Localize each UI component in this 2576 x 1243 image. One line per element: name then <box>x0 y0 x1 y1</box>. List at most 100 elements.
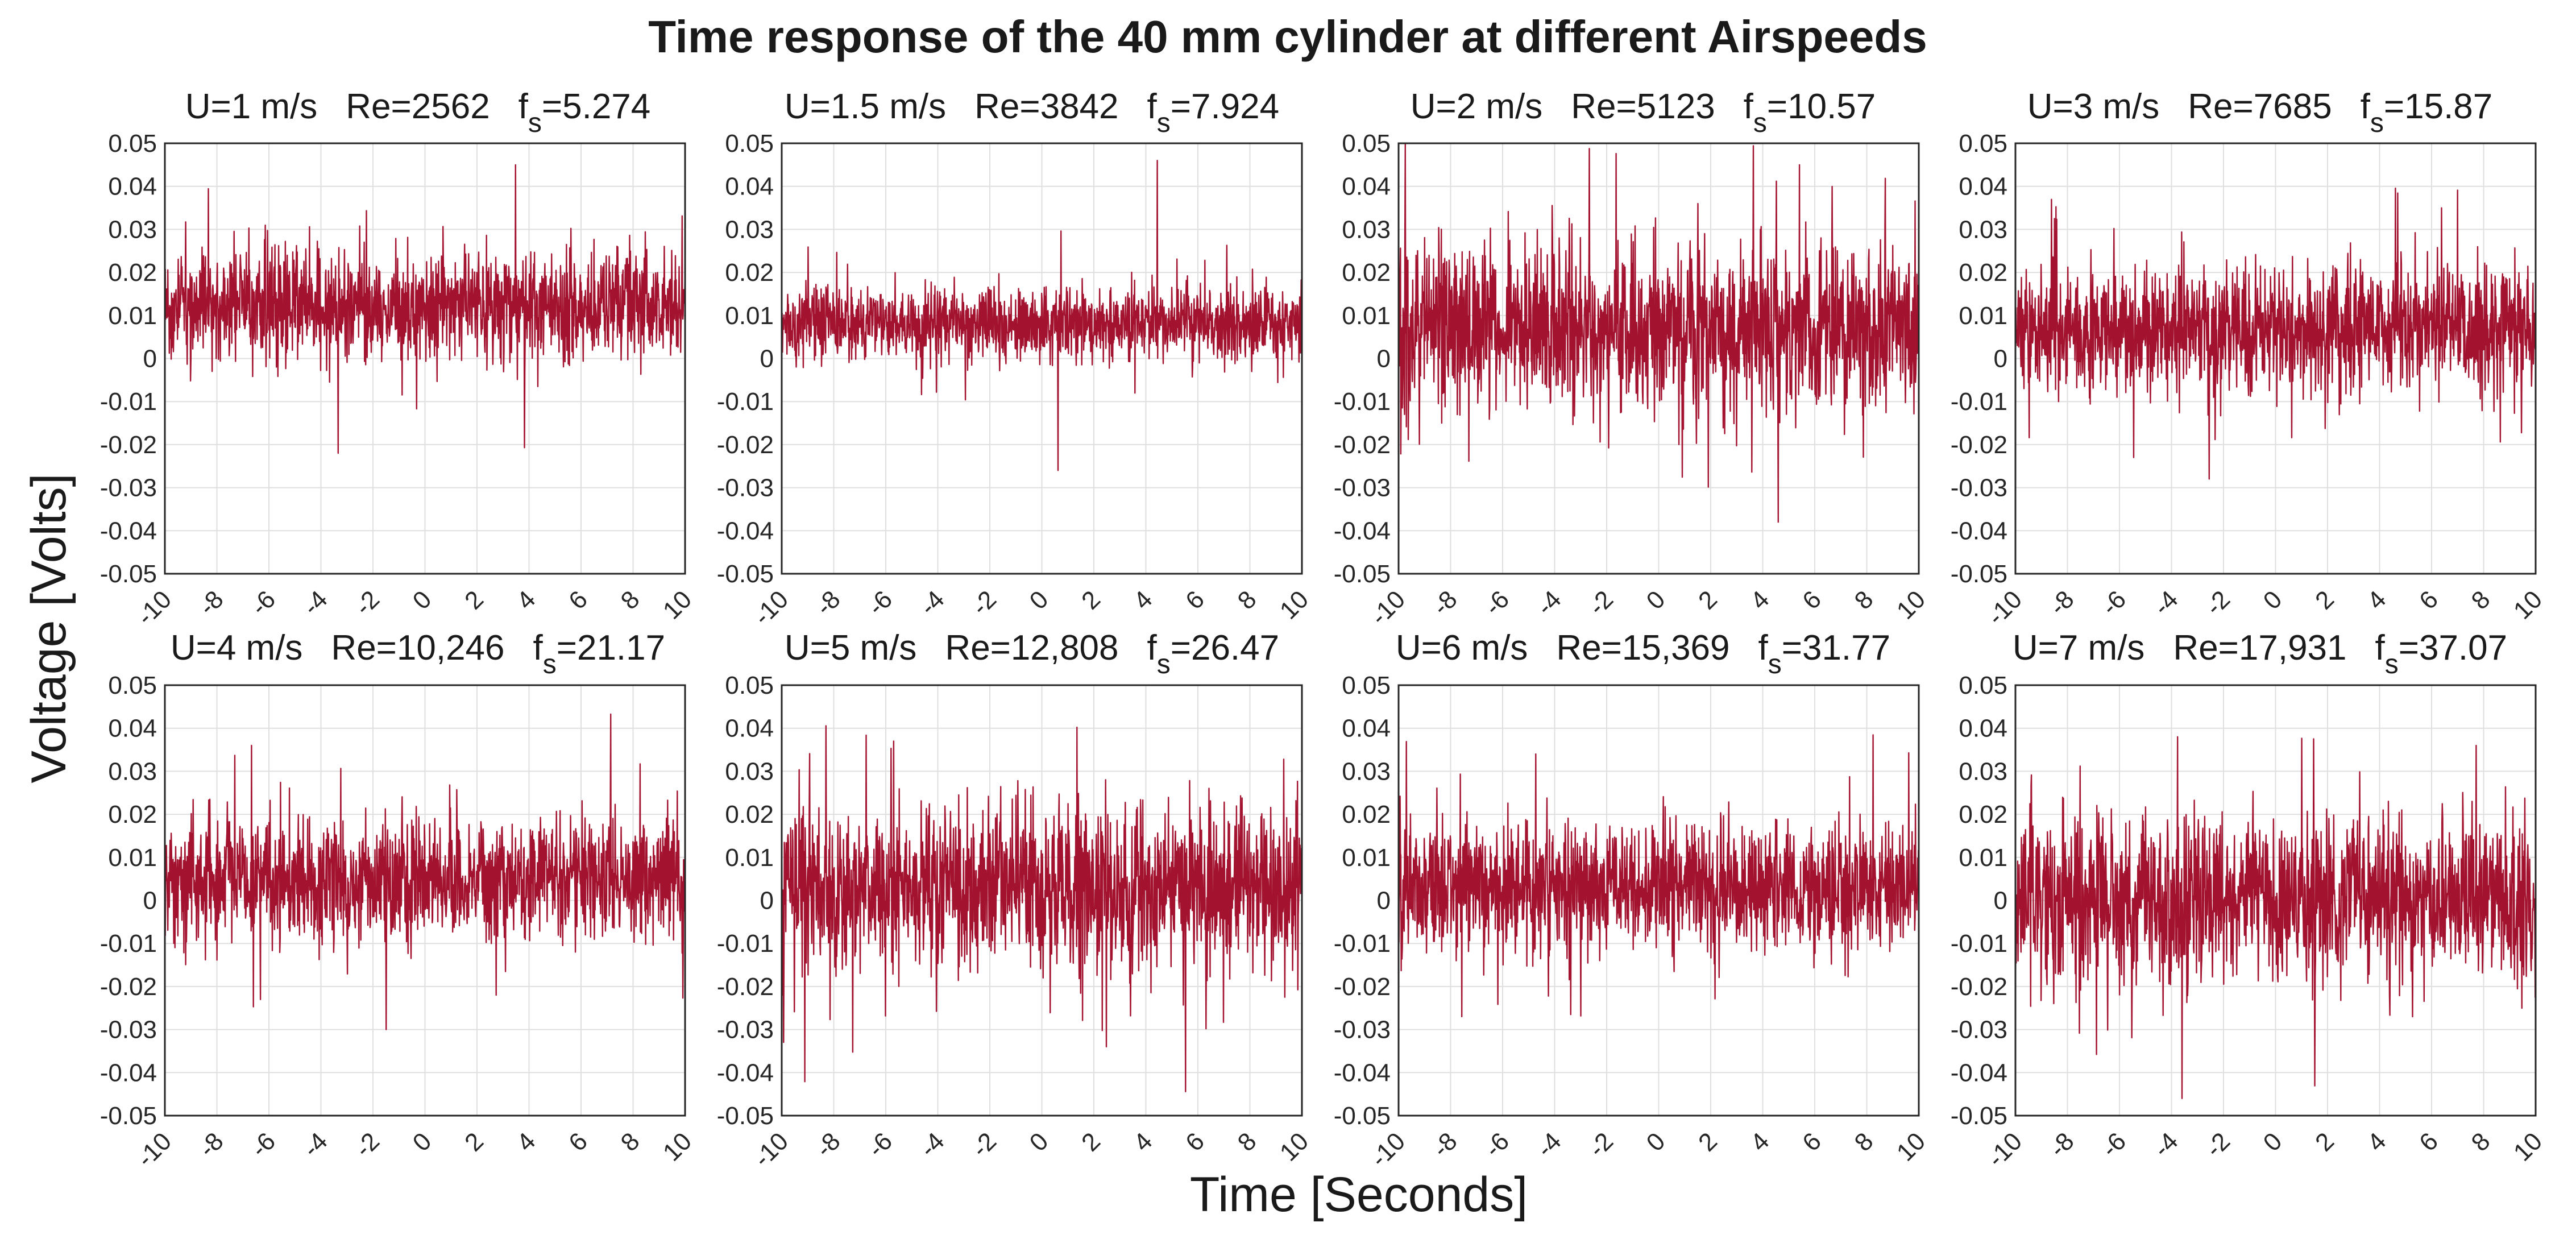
y-tick-label: 0.02 <box>725 259 774 287</box>
x-tick-label: 8 <box>1849 1127 1879 1157</box>
subplot-title: U=3 m/s Re=7685 fs=15.87 <box>2027 87 2493 138</box>
signal-trace <box>1397 142 1920 523</box>
x-tick-label: -4 <box>2148 1127 2183 1162</box>
y-tick-label: -0.03 <box>1334 1016 1391 1044</box>
frequency-subscript: s <box>2385 649 2399 679</box>
y-tick-label: 0.01 <box>1342 844 1391 872</box>
y-tick-label: -0.01 <box>100 388 157 416</box>
x-tick-label: 4 <box>1745 1127 1775 1157</box>
y-tick-label: 0 <box>143 345 157 373</box>
y-tick-label: 0.05 <box>725 672 774 699</box>
y-tick-label: -0.03 <box>100 1016 157 1044</box>
y-tick-label: 0.01 <box>725 844 774 872</box>
y-tick-label: 0.02 <box>725 801 774 828</box>
reynolds-label: Re=7685 <box>2188 87 2332 126</box>
signal-trace <box>164 713 686 1030</box>
airspeed-label: U=6 m/s <box>1396 628 1528 668</box>
subplot-3: 0.05 0.04 0.03 0.02 0.01 0 -0.01 -0.02 -0.03 -0.0… <box>1334 87 1931 631</box>
x-tick-label: 8 <box>2466 1127 2496 1157</box>
frequency-value: =31.77 <box>1782 628 1890 668</box>
y-tick-label: 0.04 <box>1342 715 1391 743</box>
airspeed-label: U=5 m/s <box>785 628 917 668</box>
plot-frame <box>781 684 1303 1117</box>
y-tick-label: -0.04 <box>1334 517 1391 545</box>
reynolds-label: Re=2562 <box>346 87 490 126</box>
y-tick-label: -0.02 <box>1951 431 2007 459</box>
y-tick-label: 0.04 <box>1959 715 2007 743</box>
x-tick-label: -2 <box>1583 585 1619 620</box>
x-tick-label: 2 <box>459 1127 489 1157</box>
frequency-symbol: f <box>2361 87 2371 126</box>
x-tick-label: 8 <box>2466 585 2496 615</box>
subplot-4: 0.05 0.04 0.03 0.02 0.01 0 -0.01 -0.02 -0.03 -0.0… <box>1951 87 2548 631</box>
signal-trace <box>2014 187 2537 480</box>
x-tick-label: -10 <box>131 1127 177 1172</box>
x-tick-label: 2 <box>1076 585 1106 615</box>
x-tick-label: -10 <box>131 585 177 631</box>
x-tick-label: 2 <box>2310 1127 2339 1157</box>
y-tick-label: 0.03 <box>1342 216 1391 243</box>
x-tick-label: 10 <box>1891 585 1931 624</box>
x-tick-label: 10 <box>1275 1127 1314 1166</box>
frequency-value: =10.57 <box>1767 87 1876 126</box>
y-tick-label: -0.01 <box>1951 388 2007 416</box>
airspeed-label: U=1.5 m/s <box>785 87 946 126</box>
frequency-subscript: s <box>543 649 557 679</box>
x-tick-label: 0 <box>408 1127 437 1157</box>
frequency-subscript: s <box>1768 649 1782 679</box>
x-tick-label: 10 <box>1275 585 1314 624</box>
subplot-title: U=7 m/s Re=17,931 fs=37.07 <box>2013 628 2507 679</box>
x-tick-label: -8 <box>810 585 845 620</box>
airspeed-label: U=1 m/s <box>185 87 318 126</box>
y-tick-label: -0.04 <box>100 517 157 545</box>
x-tick-label: -8 <box>193 1127 229 1162</box>
y-tick-label: 0.03 <box>1959 757 2007 785</box>
y-tick-label: 0 <box>760 345 774 373</box>
subplot-title: U=6 m/s Re=15,369 fs=31.77 <box>1396 628 1890 679</box>
frequency-symbol: f <box>518 87 529 126</box>
y-tick-label: 0 <box>1377 887 1391 915</box>
airspeed-label: U=2 m/s <box>1411 87 1543 126</box>
y-tick-label: -0.05 <box>100 560 157 588</box>
subplot-title: U=1 m/s Re=2562 fs=5.274 <box>185 87 651 138</box>
y-tick-label: -0.04 <box>1334 1059 1391 1087</box>
frequency-symbol: f <box>533 628 544 668</box>
y-tick-label: 0.04 <box>1342 173 1391 201</box>
x-tick-label: -8 <box>1427 1127 1462 1162</box>
y-tick-label: 0.05 <box>1342 672 1391 699</box>
x-tick-label: -6 <box>1479 1127 1515 1162</box>
y-tick-label: 0.05 <box>108 130 157 158</box>
frequency-subscript: s <box>528 108 542 138</box>
y-tick-label: 0.01 <box>108 844 157 872</box>
y-tick-label: 0.01 <box>1959 302 2007 330</box>
x-tick-label: -2 <box>350 1127 385 1162</box>
frequency-symbol: f <box>1147 628 1158 668</box>
plot-frame <box>164 142 686 575</box>
subplot-1: 0.05 0.04 0.03 0.02 0.01 0 -0.01 -0.02 -0.03 -0.0… <box>100 87 697 631</box>
plot-frame <box>1397 684 1920 1117</box>
frequency-symbol: f <box>1147 87 1158 126</box>
y-tick-label: 0.02 <box>1959 259 2007 287</box>
subplot-2: 0.05 0.04 0.03 0.02 0.01 0 -0.01 -0.02 -0.03 -0.0… <box>717 87 1314 631</box>
reynolds-label: Re=15,369 <box>1556 628 1729 668</box>
x-tick-label: 10 <box>2508 585 2548 624</box>
frequency-subscript: s <box>1753 108 1767 138</box>
x-tick-label: -4 <box>297 585 333 620</box>
x-tick-label: 0 <box>1024 585 1054 615</box>
y-axis-title: Voltage [Volts] <box>22 473 76 783</box>
x-tick-label: 6 <box>2414 585 2444 615</box>
plot-frame <box>164 684 686 1117</box>
y-tick-label: -0.03 <box>1334 474 1391 502</box>
x-tick-label: -8 <box>810 1127 845 1162</box>
frequency-value: =21.17 <box>557 628 665 668</box>
y-tick-label: 0.04 <box>725 173 774 201</box>
y-tick-label: 0.03 <box>108 757 157 785</box>
x-tick-label: -6 <box>1479 585 1515 620</box>
y-tick-label: 0.05 <box>725 130 774 158</box>
y-tick-label: -0.03 <box>717 1016 774 1044</box>
x-tick-label: 2 <box>1693 585 1723 615</box>
y-tick-label: 0.01 <box>725 302 774 330</box>
y-tick-label: -0.05 <box>717 560 774 588</box>
x-tick-label: -2 <box>1583 1127 1619 1162</box>
x-tick-label: 2 <box>2310 585 2339 615</box>
